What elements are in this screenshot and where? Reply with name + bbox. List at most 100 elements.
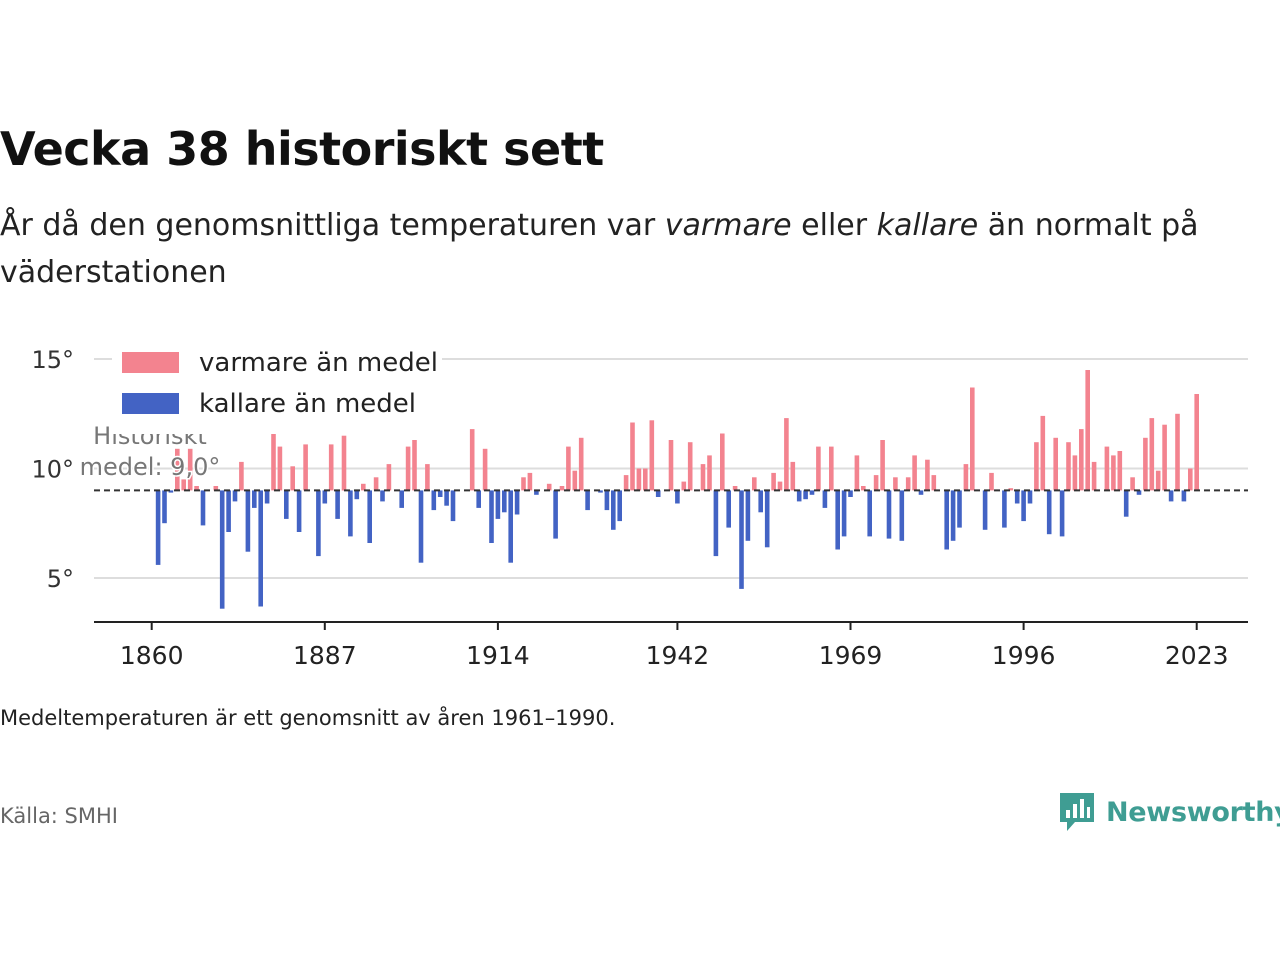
bar-warm (1008, 488, 1014, 491)
bar-cold (418, 490, 424, 563)
bar-cold (835, 490, 840, 550)
bar-cold (284, 490, 289, 519)
bar-warm (630, 422, 635, 491)
bar-cold (450, 490, 456, 522)
bar-cold (745, 490, 751, 541)
bar-warm (1079, 429, 1084, 491)
bar-warm (1104, 446, 1110, 491)
bar-cold (200, 490, 206, 526)
bar-warm (854, 455, 860, 491)
bar-warm (361, 483, 366, 491)
bar-cold (264, 490, 270, 504)
bar-cold (758, 490, 763, 513)
newsworthy-logo-icon (1060, 793, 1094, 831)
x-tick-label: 1887 (293, 641, 357, 670)
bar-warm (771, 472, 776, 491)
bar-cold (585, 490, 590, 511)
bar-cold (431, 490, 437, 511)
bar-cold (226, 490, 231, 532)
bar-warm (1149, 418, 1155, 491)
bar-warm (1111, 455, 1116, 491)
bar-warm (213, 486, 219, 491)
bar-warm (405, 446, 411, 491)
bar-warm (1155, 470, 1161, 491)
bar-cold (918, 490, 924, 495)
bar-warm (386, 464, 392, 491)
bar-warm (271, 431, 276, 491)
bar-warm (720, 433, 725, 491)
bar-warm (1188, 468, 1193, 491)
bar-cold (957, 490, 962, 528)
bar-cold (739, 490, 744, 589)
bar-warm (1091, 461, 1097, 491)
bar-cold (245, 490, 251, 552)
bar-cold (476, 490, 481, 508)
bar-cold (495, 490, 501, 519)
bar-cold (1046, 490, 1052, 535)
bar-cold (1014, 490, 1020, 504)
bar-cold (437, 490, 443, 497)
bar-warm (482, 448, 488, 491)
bar-cold (380, 490, 385, 502)
y-tick-label: 10° (31, 456, 74, 484)
legend-swatch (122, 352, 179, 373)
bar-cold (514, 490, 520, 515)
x-tick-label: 1969 (819, 641, 883, 670)
bar-warm (880, 440, 885, 491)
bar-cold (886, 490, 892, 539)
bar-warm (1085, 370, 1090, 491)
bar-cold (982, 490, 988, 530)
bar-warm (989, 472, 994, 491)
x-tick-label: 1914 (466, 641, 530, 670)
bar-cold (489, 490, 494, 543)
bar-warm (681, 481, 687, 491)
bar-cold (764, 490, 770, 548)
bar-warm (700, 464, 706, 491)
legend-label: varmare än medel (199, 348, 438, 378)
bar-cold (335, 490, 340, 519)
bar-cold (1021, 490, 1026, 522)
legend-swatch (122, 393, 179, 414)
bar-warm (521, 477, 526, 491)
bar-cold (348, 490, 353, 537)
source-credit: Källa: SMHI (0, 804, 118, 828)
bar-warm (970, 387, 975, 491)
bar-cold (604, 490, 610, 511)
bar-warm (469, 429, 475, 491)
bar-cold (713, 490, 719, 557)
bar-cold (316, 490, 321, 557)
bar-cold (617, 490, 622, 522)
bar-cold (367, 490, 372, 543)
y-tick-label: 5° (47, 565, 74, 593)
bar-warm (777, 481, 783, 491)
bar-cold (848, 490, 853, 497)
bar-cold (354, 490, 360, 500)
bar-warm (912, 455, 917, 491)
bar-cold (867, 490, 872, 537)
bar-cold (611, 490, 616, 530)
bar-cold (219, 490, 225, 609)
bar-warm (1143, 437, 1148, 491)
bar-cold (508, 490, 513, 563)
subtitle-warm-word: varmare (664, 208, 792, 243)
bar-warm (784, 418, 789, 491)
bar-cold (168, 490, 174, 493)
bar-cold (841, 490, 847, 537)
brand-name: Newsworthy (1106, 796, 1280, 828)
bar-cold (553, 490, 558, 539)
bar-cold (162, 490, 167, 524)
bar-cold (399, 490, 404, 508)
bar-cold (534, 490, 539, 495)
bar-warm (328, 444, 334, 491)
bar-cold (675, 490, 680, 504)
bar-cold (155, 490, 161, 565)
bar-warm (1053, 437, 1058, 491)
x-tick-label: 1860 (120, 641, 184, 670)
bar-cold (232, 490, 238, 502)
bar-warm (790, 461, 796, 491)
bar-warm (732, 486, 738, 491)
bar-warm (687, 442, 693, 491)
bar-warm (1194, 394, 1199, 491)
bar-warm (1175, 413, 1180, 491)
